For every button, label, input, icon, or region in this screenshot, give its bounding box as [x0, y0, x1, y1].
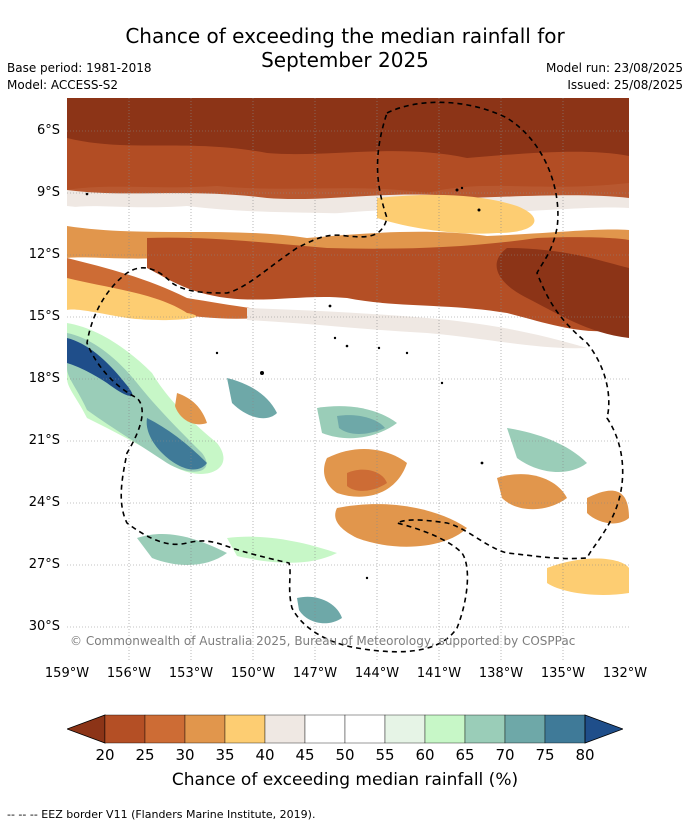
y-tick-12s: 12°S [28, 247, 60, 262]
colorbar-tick: 70 [495, 746, 515, 764]
x-tick-132w: 132°W [602, 666, 648, 681]
x-tick-147w: 147°W [292, 666, 338, 681]
colorbar-cell [144, 714, 186, 744]
y-tick-15s: 15°S [28, 309, 60, 324]
title-line-2: September 2025 [261, 48, 429, 72]
colorbar-tick: 30 [175, 746, 195, 764]
colorbar-tick: 20 [95, 746, 115, 764]
rainfall-map: © Commonwealth of Australia 2025, Bureau… [67, 98, 629, 660]
x-tick-141w: 141°W [416, 666, 462, 681]
meta-right: Model run: 23/08/2025 Issued: 25/08/2025 [546, 60, 683, 94]
base-period: Base period: 1981-2018 [7, 61, 152, 75]
eez-borders [86, 101, 624, 653]
colorbar-tick: 65 [455, 746, 475, 764]
colorbar-cell [424, 714, 466, 744]
y-tick-27s: 27°S [28, 557, 60, 572]
x-tick-156w: 156°W [106, 666, 152, 681]
colorbar-tick: 75 [535, 746, 555, 764]
colorbar-tick: 55 [375, 746, 395, 764]
colorbar-tick: 35 [215, 746, 235, 764]
colorbar-cell [224, 714, 266, 744]
colorbar-cell [304, 714, 346, 744]
x-tick-153w: 153°W [168, 666, 214, 681]
model-run: Model run: 23/08/2025 [545, 61, 683, 75]
colorbar-tick: 50 [335, 746, 355, 764]
colorbar-cell [504, 714, 546, 744]
y-tick-18s: 18°S [28, 371, 60, 386]
x-tick-144w: 144°W [354, 666, 400, 681]
colorbar-tick: 45 [295, 746, 315, 764]
colorbar-cell [104, 714, 146, 744]
colorbar-cell [384, 714, 426, 744]
y-tick-30s: 30°S [28, 619, 60, 634]
colorbar-cell [344, 714, 386, 744]
eez-footnote: -- -- -- EEZ border V11 (Flanders Marine… [7, 808, 316, 821]
map-svg [67, 98, 629, 660]
y-tick-6s: 6°S [36, 123, 60, 138]
islands [85, 186, 484, 580]
colorbar-tick: 25 [135, 746, 155, 764]
x-tick-135w: 135°W [540, 666, 586, 681]
colorbar-arrow-low [67, 714, 106, 744]
colorbar-tick: 80 [575, 746, 595, 764]
title-line-1: Chance of exceeding the median rainfall … [125, 24, 565, 48]
meta-left: Base period: 1981-2018 Model: ACCESS-S2 [7, 60, 152, 94]
map-title: Chance of exceeding the median rainfall … [0, 24, 690, 72]
y-tick-24s: 24°S [28, 495, 60, 510]
colorbar-cell [464, 714, 506, 744]
colorbar-cell [264, 714, 306, 744]
colorbar-cell [184, 714, 226, 744]
x-tick-159w: 159°W [44, 666, 90, 681]
colorbar-label: Chance of exceeding median rainfall (%) [171, 770, 519, 790]
model-name: Model: ACCESS-S2 [7, 78, 119, 92]
colorbar-arrow-high [584, 714, 623, 744]
copyright-notice: © Commonwealth of Australia 2025, Bureau… [70, 634, 576, 648]
x-tick-150w: 150°W [230, 666, 276, 681]
colorbar-cell [544, 714, 586, 744]
x-tick-138w: 138°W [478, 666, 524, 681]
colorbar [67, 714, 623, 744]
colorbar-tick: 60 [415, 746, 435, 764]
colorbar-tick: 40 [255, 746, 275, 764]
y-tick-21s: 21°S [28, 433, 60, 448]
y-tick-9s: 9°S [36, 185, 60, 200]
issued-date: Issued: 25/08/2025 [567, 78, 683, 92]
